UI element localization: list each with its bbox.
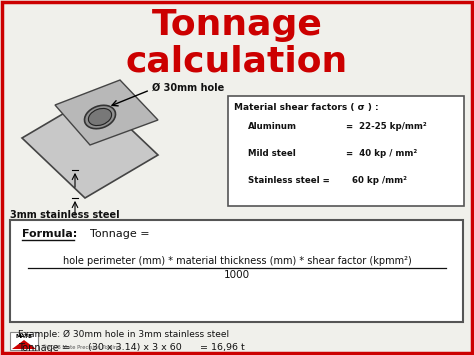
Text: =  22-25 kp/mm²: = 22-25 kp/mm² [346,122,427,131]
Text: calculation: calculation [126,44,348,78]
Text: (30 x 3.14) x 3 x 60: (30 x 3.14) x 3 x 60 [88,343,182,352]
Polygon shape [55,80,158,145]
Ellipse shape [88,108,111,126]
Text: Formula:: Formula: [22,229,77,239]
FancyBboxPatch shape [228,96,464,206]
Text: Ø 30mm hole: Ø 30mm hole [152,83,224,93]
Text: Mild steel: Mild steel [248,149,296,158]
Polygon shape [22,95,158,198]
Text: Aluminum: Aluminum [248,122,297,131]
FancyBboxPatch shape [10,332,38,350]
FancyBboxPatch shape [10,220,463,322]
Text: Material shear factors ( σ ) :: Material shear factors ( σ ) : [234,103,379,112]
Text: =  40 kp / mm²: = 40 kp / mm² [346,149,417,158]
Text: Stainless steel =: Stainless steel = [248,176,330,185]
Text: = 16,96 t: = 16,96 t [200,343,245,352]
Polygon shape [12,340,36,349]
Text: Tonnage: Tonnage [152,8,322,42]
Text: Example: Ø 30mm hole in 3mm stainless steel: Example: Ø 30mm hole in 3mm stainless st… [18,330,229,339]
Text: ©2008 Mate Precision Tooling: ©2008 Mate Precision Tooling [42,344,120,350]
Text: MATE: MATE [16,334,32,339]
Text: Tonnage =: Tonnage = [18,343,70,353]
Text: hole perimeter (mm) * material thickness (mm) * shear factor (kpmm²): hole perimeter (mm) * material thickness… [63,256,411,266]
Text: 3mm stainless steel: 3mm stainless steel [10,210,119,220]
Text: 60 kp /mm²: 60 kp /mm² [346,176,407,185]
Text: Tonnage =: Tonnage = [90,229,150,239]
Text: 1000: 1000 [224,270,250,280]
Ellipse shape [84,105,116,129]
